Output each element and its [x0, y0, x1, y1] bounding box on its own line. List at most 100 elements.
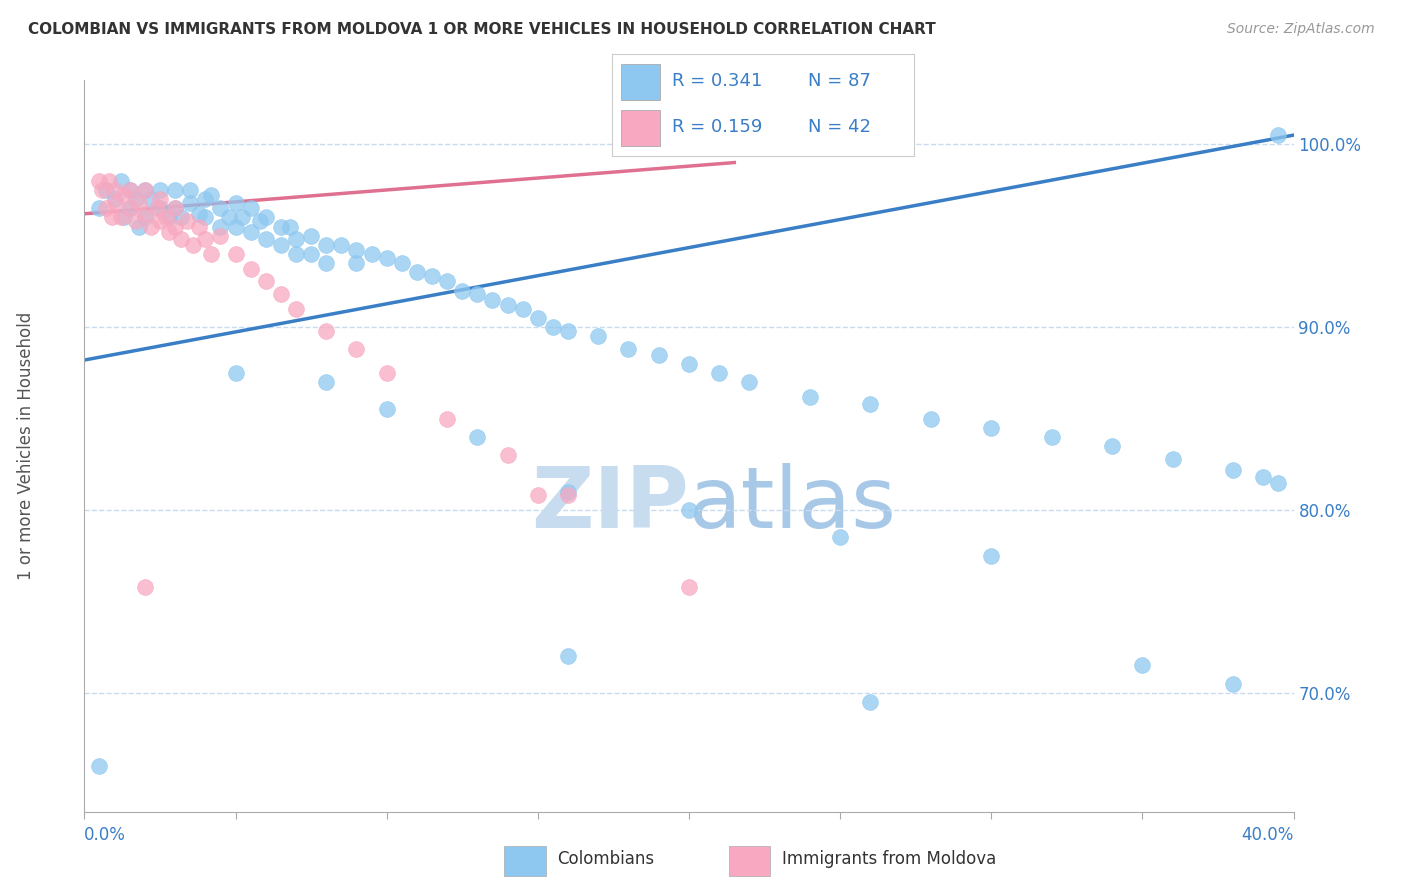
Point — [139, 219, 162, 234]
Point — [617, 342, 640, 356]
Point — [225, 195, 247, 210]
Point — [541, 320, 564, 334]
Point — [134, 183, 156, 197]
FancyBboxPatch shape — [620, 110, 659, 145]
Text: R = 0.159: R = 0.159 — [672, 119, 762, 136]
Text: Colombians: Colombians — [558, 849, 655, 868]
Point — [134, 183, 156, 197]
Point — [1130, 658, 1153, 673]
Text: N = 87: N = 87 — [808, 72, 870, 90]
Point — [678, 357, 700, 371]
Point — [859, 397, 882, 411]
Point — [315, 324, 337, 338]
Point — [112, 211, 135, 225]
Point — [118, 201, 141, 215]
Text: R = 0.341: R = 0.341 — [672, 72, 762, 90]
Point — [527, 310, 550, 325]
Text: 1 or more Vehicles in Household: 1 or more Vehicles in Household — [17, 312, 35, 580]
Point — [94, 201, 117, 215]
Point — [94, 183, 117, 197]
Text: 40.0%: 40.0% — [1241, 826, 1294, 845]
Point — [512, 301, 534, 316]
Text: ZIP: ZIP — [531, 463, 689, 546]
Point — [134, 580, 156, 594]
Point — [436, 274, 458, 288]
Point — [678, 580, 700, 594]
Point — [391, 256, 413, 270]
Point — [128, 195, 150, 210]
Point — [118, 201, 141, 215]
Point — [557, 484, 579, 499]
Point — [1101, 439, 1123, 453]
Point — [278, 219, 301, 234]
Point — [170, 232, 193, 246]
FancyBboxPatch shape — [728, 847, 770, 876]
Point — [315, 238, 337, 252]
Point — [254, 274, 277, 288]
Point — [375, 251, 398, 265]
Point — [128, 219, 150, 234]
Point — [188, 219, 211, 234]
Point — [112, 188, 135, 202]
Point — [149, 192, 172, 206]
Point — [225, 247, 247, 261]
Point — [118, 183, 141, 197]
Point — [1253, 470, 1275, 484]
Point — [451, 284, 474, 298]
Point — [980, 420, 1002, 434]
Point — [239, 201, 262, 215]
Point — [557, 488, 579, 502]
Point — [254, 232, 277, 246]
Point — [678, 503, 700, 517]
Point — [1222, 463, 1244, 477]
Point — [557, 324, 579, 338]
Point — [155, 211, 177, 225]
Point — [209, 201, 232, 215]
Point — [346, 244, 368, 258]
Point — [149, 183, 172, 197]
Point — [467, 287, 489, 301]
Point — [110, 211, 132, 225]
Point — [496, 298, 519, 312]
Point — [194, 211, 217, 225]
Point — [225, 219, 247, 234]
Point — [496, 448, 519, 462]
Point — [209, 228, 232, 243]
Point — [139, 192, 162, 206]
Point — [315, 375, 337, 389]
Point — [149, 201, 172, 215]
Point — [194, 232, 217, 246]
Point — [920, 411, 942, 425]
Point — [179, 195, 201, 210]
Point — [104, 195, 127, 210]
Point — [157, 211, 180, 225]
Point — [181, 238, 204, 252]
Point — [165, 183, 187, 197]
Point — [375, 402, 398, 417]
Point — [467, 430, 489, 444]
Point — [239, 225, 262, 239]
Point — [104, 192, 127, 206]
Point — [346, 342, 368, 356]
Point — [134, 207, 156, 221]
Point — [89, 201, 111, 215]
Point — [285, 247, 308, 261]
Point — [149, 214, 172, 228]
Point — [176, 214, 198, 228]
Point — [125, 214, 148, 228]
Point — [1040, 430, 1063, 444]
Point — [97, 174, 120, 188]
Point — [225, 366, 247, 380]
Point — [100, 211, 122, 225]
Text: 0.0%: 0.0% — [84, 826, 127, 845]
Point — [285, 232, 308, 246]
Point — [330, 238, 353, 252]
Point — [239, 261, 262, 276]
Point — [270, 287, 292, 301]
Point — [231, 211, 253, 225]
Point — [118, 183, 141, 197]
Point — [89, 174, 111, 188]
Text: atlas: atlas — [689, 463, 897, 546]
Point — [110, 174, 132, 188]
Point — [527, 488, 550, 502]
